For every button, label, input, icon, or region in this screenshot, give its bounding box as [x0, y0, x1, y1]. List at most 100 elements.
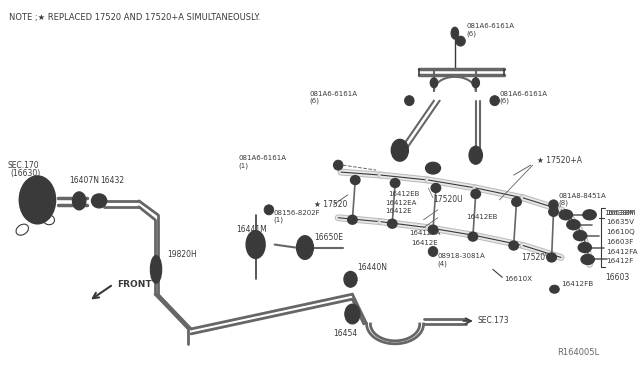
Ellipse shape [570, 222, 577, 228]
Text: 16441M: 16441M [237, 225, 268, 234]
Text: 16412EA: 16412EA [385, 200, 417, 206]
Ellipse shape [31, 191, 44, 209]
Ellipse shape [451, 27, 459, 39]
Text: 16454: 16454 [333, 329, 358, 339]
Ellipse shape [24, 182, 51, 218]
Text: 16603: 16603 [605, 273, 629, 282]
Text: B: B [268, 207, 271, 212]
Text: NOTE ;★ REPLACED 17520 AND 17520+A SIMULTANEOUSLY.: NOTE ;★ REPLACED 17520 AND 17520+A SIMUL… [9, 13, 260, 22]
Text: B: B [493, 98, 497, 103]
Ellipse shape [581, 254, 595, 264]
Ellipse shape [559, 210, 573, 220]
Text: 19820H: 19820H [168, 250, 197, 259]
Text: 16635V: 16635V [607, 219, 635, 225]
Ellipse shape [562, 212, 570, 218]
Ellipse shape [351, 176, 360, 185]
Circle shape [333, 160, 343, 170]
Ellipse shape [150, 256, 162, 283]
Text: ★ 17520+A: ★ 17520+A [538, 156, 582, 165]
Text: 16412EB: 16412EB [466, 214, 498, 220]
Text: SEC.170: SEC.170 [7, 161, 38, 170]
Ellipse shape [551, 209, 556, 214]
Circle shape [490, 96, 499, 106]
Ellipse shape [390, 179, 400, 187]
Ellipse shape [581, 244, 589, 250]
Ellipse shape [350, 218, 355, 222]
Text: 08918-3081A
(4): 08918-3081A (4) [438, 253, 486, 267]
Circle shape [404, 96, 414, 106]
Text: 081A6-6161A
(1): 081A6-6161A (1) [239, 155, 287, 169]
Circle shape [428, 247, 438, 256]
Ellipse shape [474, 192, 478, 196]
Ellipse shape [426, 162, 440, 174]
Text: 16440N: 16440N [357, 263, 387, 272]
Ellipse shape [514, 200, 519, 204]
Ellipse shape [471, 189, 481, 198]
Ellipse shape [390, 221, 395, 226]
Ellipse shape [345, 304, 360, 324]
Text: ★ 17520: ★ 17520 [314, 201, 348, 209]
Text: 16412E: 16412E [412, 240, 438, 246]
Text: B: B [552, 202, 556, 207]
Ellipse shape [393, 181, 397, 185]
Ellipse shape [344, 271, 357, 287]
Text: 16412E: 16412E [385, 208, 412, 214]
Circle shape [456, 36, 465, 46]
Ellipse shape [353, 178, 358, 182]
Text: 17520U: 17520U [433, 195, 463, 204]
Ellipse shape [472, 78, 479, 88]
Ellipse shape [19, 176, 56, 224]
Ellipse shape [512, 198, 521, 206]
Text: 16412EA: 16412EA [410, 230, 441, 235]
Ellipse shape [511, 243, 516, 248]
Ellipse shape [431, 183, 440, 192]
Text: FRONT: FRONT [117, 280, 152, 289]
Text: 081A6-6161A
(6): 081A6-6161A (6) [310, 91, 358, 104]
Ellipse shape [468, 232, 477, 241]
Text: B: B [431, 249, 435, 254]
Ellipse shape [296, 235, 314, 259]
Text: 16603F: 16603F [607, 238, 634, 244]
Ellipse shape [92, 194, 107, 208]
Ellipse shape [584, 256, 591, 262]
Ellipse shape [428, 225, 438, 234]
Ellipse shape [433, 186, 438, 190]
Circle shape [264, 205, 274, 215]
Text: 16412F: 16412F [607, 259, 634, 264]
Text: 16412EB: 16412EB [388, 191, 420, 197]
Ellipse shape [72, 192, 86, 210]
Text: B: B [408, 98, 411, 103]
Circle shape [548, 200, 558, 210]
Text: 16407N: 16407N [70, 176, 100, 185]
Text: 17520V: 17520V [521, 253, 550, 262]
Ellipse shape [547, 253, 556, 262]
Text: 16412FB: 16412FB [561, 281, 593, 287]
Ellipse shape [246, 231, 265, 259]
Text: 08156-8202F
(1): 08156-8202F (1) [274, 210, 320, 223]
Text: 16610X: 16610X [504, 276, 532, 282]
Text: 16650E: 16650E [314, 233, 344, 242]
Text: 16412FA: 16412FA [607, 248, 638, 254]
Text: 081A8-8451A
(8): 081A8-8451A (8) [558, 193, 606, 206]
Ellipse shape [550, 285, 559, 293]
Text: B: B [459, 39, 462, 44]
Ellipse shape [573, 231, 587, 241]
Text: 16638M: 16638M [604, 210, 633, 216]
Ellipse shape [430, 78, 438, 88]
Text: 16432: 16432 [100, 176, 124, 185]
Text: 081A6-6161A
(6): 081A6-6161A (6) [466, 23, 514, 37]
Ellipse shape [387, 219, 397, 228]
Text: 16638M: 16638M [607, 210, 636, 216]
Text: 081A6-6161A
(6): 081A6-6161A (6) [499, 91, 547, 104]
Ellipse shape [548, 207, 558, 216]
Ellipse shape [469, 146, 483, 164]
Text: (16630): (16630) [10, 169, 40, 177]
Ellipse shape [578, 243, 591, 253]
Ellipse shape [549, 255, 554, 260]
Text: R164005L: R164005L [557, 348, 599, 357]
Ellipse shape [567, 220, 580, 230]
Ellipse shape [509, 241, 518, 250]
Ellipse shape [431, 227, 435, 232]
Ellipse shape [470, 234, 476, 239]
Ellipse shape [583, 210, 596, 220]
